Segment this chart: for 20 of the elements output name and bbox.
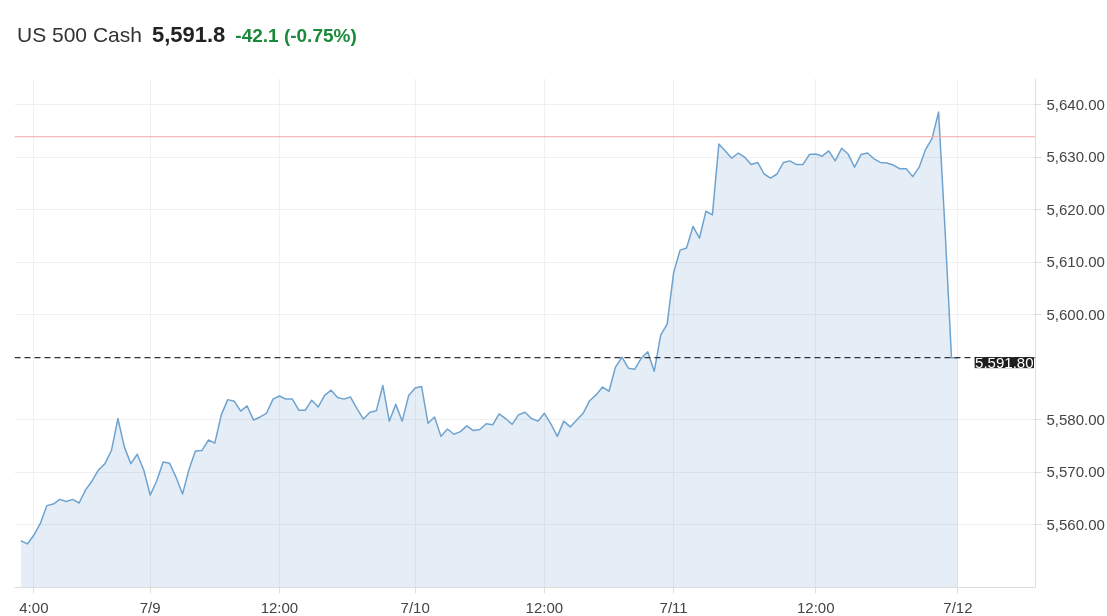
x-tick-label: 12:00: [525, 598, 564, 616]
x-tick-label: 7/11: [659, 598, 688, 616]
y-tick-label: 5,580.00: [1046, 410, 1105, 428]
text: -42.1 (-0.75%): [235, 25, 357, 46]
x-tick-label: 7/12: [943, 598, 973, 616]
y-tick-label: 5,640.00: [1046, 95, 1105, 113]
y-tick-label: 5,600.00: [1046, 305, 1105, 323]
y-tick-label: 5,560.00: [1046, 515, 1105, 533]
text: 5,591.8: [151, 22, 226, 47]
x-tick-label: 12:00: [797, 598, 835, 616]
x-tick-label: 12:00: [260, 598, 299, 616]
x-tick-label: 4:00: [19, 598, 49, 616]
y-tick-label: 5,610.00: [1046, 253, 1105, 271]
x-tick-label: 7/10: [400, 598, 430, 616]
y-tick-label: 5,620.00: [1046, 200, 1105, 218]
y-tick-label: 5,630.00: [1046, 148, 1105, 166]
y-tick-label: 5,570.00: [1046, 463, 1105, 481]
ref-line-label: 5,591.80: [975, 353, 1034, 371]
chart-title: US 500 Cash: [17, 23, 142, 46]
x-tick-label: 7/9: [139, 598, 161, 616]
